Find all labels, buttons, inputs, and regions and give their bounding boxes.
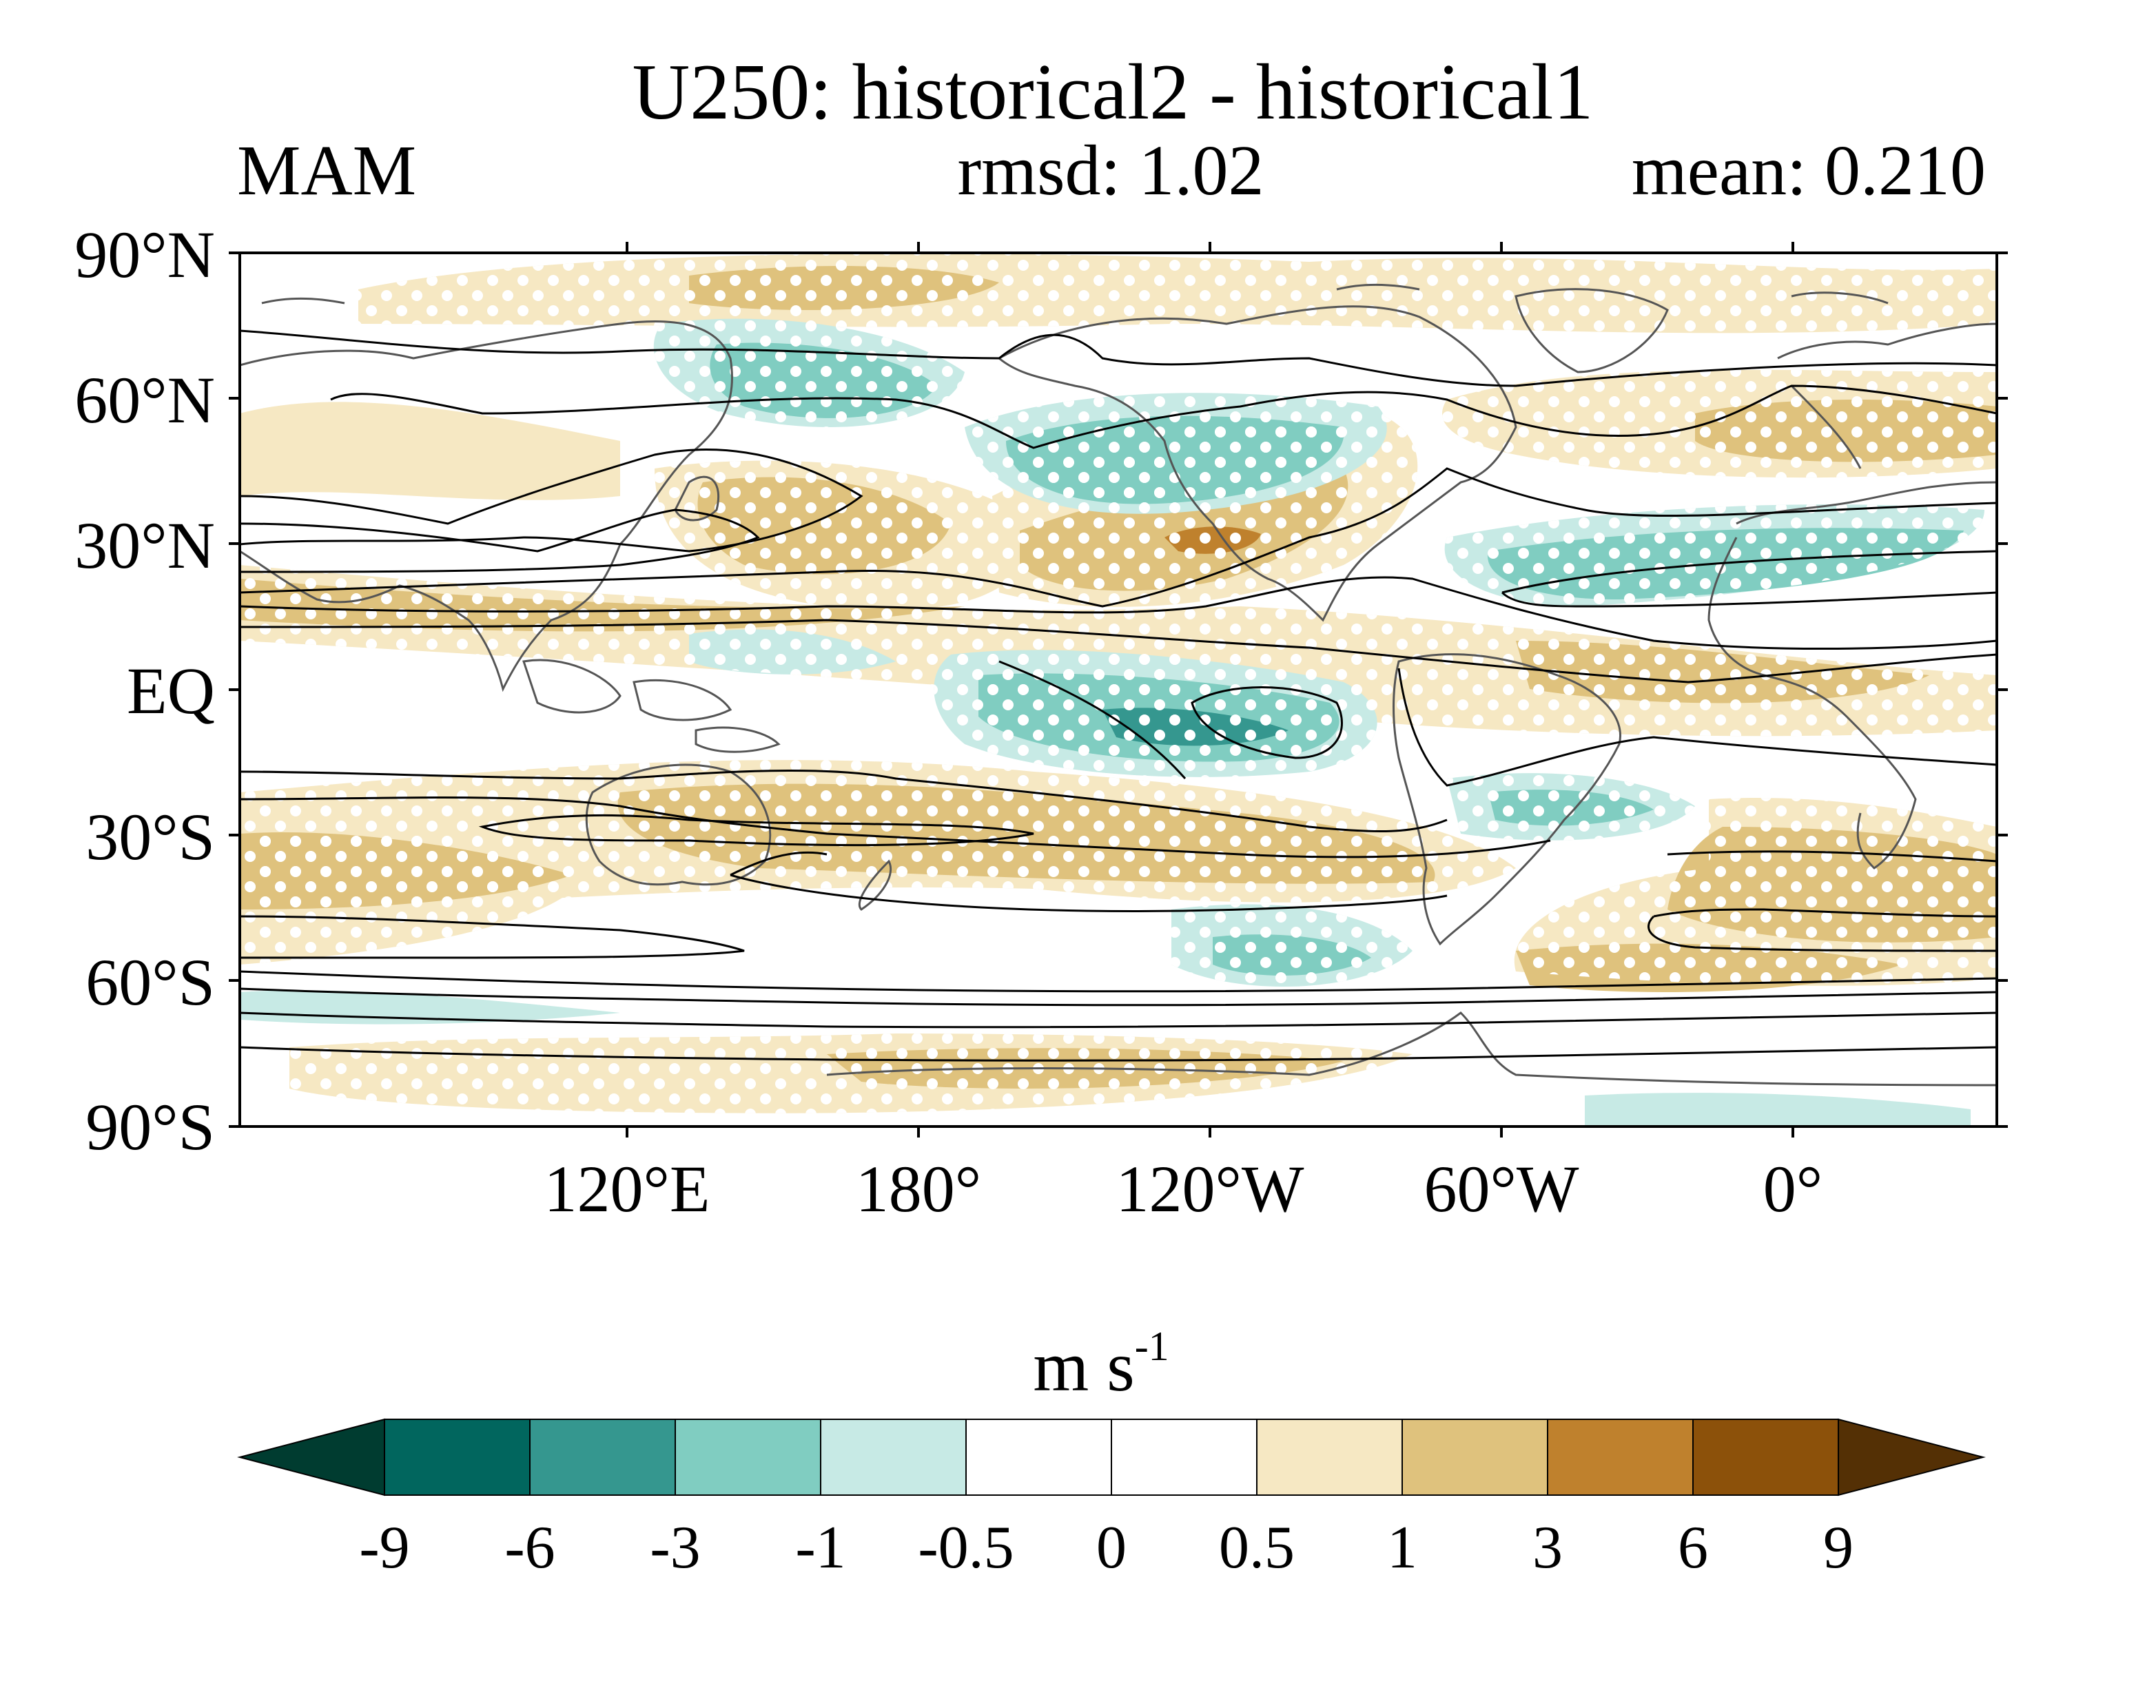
colorbar-level-label: 0	[1096, 1514, 1127, 1581]
map-panel	[240, 253, 1997, 1126]
colorbar-swatch	[820, 1419, 967, 1496]
coast-maritime	[522, 659, 781, 753]
lat-label-60n: 60°N	[74, 363, 215, 437]
colorbar-level-label: -3	[650, 1514, 700, 1581]
contour-nh-7	[240, 576, 1997, 650]
colorbar-extend-low	[237, 1418, 385, 1496]
coastlines	[240, 283, 1997, 1087]
colorbar-labels: -9 -6 -3 -1 -0.5 0 0.5 1 3 6 9	[359, 1514, 1854, 1581]
contour-nh-3	[240, 449, 863, 553]
contour-sh-5	[240, 915, 745, 959]
colorbar-swatch	[384, 1419, 531, 1496]
colorbar-units: m s-1	[1033, 1324, 1169, 1406]
colorbar-swatch	[1256, 1419, 1403, 1496]
contour-sh-3	[478, 814, 1034, 847]
lat-tick-marks	[229, 251, 2008, 1128]
coast-south-america	[1393, 653, 1621, 946]
coast-japan	[674, 475, 720, 522]
lat-label-90n: 90°N	[74, 218, 215, 291]
colorbar-level-label: -0.5	[918, 1514, 1014, 1581]
colorbar-swatch	[675, 1419, 821, 1496]
colorbar-swatch	[1547, 1419, 1694, 1496]
contour-sh-2	[240, 796, 1551, 858]
lon-label-120e: 120°E	[544, 1152, 710, 1226]
mean-label: mean: 0.210	[1632, 131, 1986, 210]
colorbar-level-label: 3	[1532, 1514, 1563, 1581]
coast-greenland	[1515, 288, 1669, 373]
lon-label-0: 0°	[1763, 1152, 1823, 1226]
contour-sh-6	[1647, 850, 1997, 952]
lat-label-30n: 30°N	[74, 508, 215, 582]
contour-nh-4	[240, 508, 760, 573]
colorbar-swatch	[1111, 1419, 1257, 1496]
climatology-contours	[240, 329, 1997, 1062]
colorbar-swatch	[965, 1419, 1112, 1496]
contour-so-1	[240, 970, 1997, 993]
season-label: MAM	[237, 131, 416, 210]
contour-sh-1	[240, 769, 1448, 833]
contour-eq-1	[240, 619, 1997, 683]
colorbar-level-label: -1	[795, 1514, 845, 1581]
colorbar-swatch	[1692, 1419, 1839, 1496]
colorbar-level-label: 9	[1823, 1514, 1854, 1581]
contour-sh-4	[730, 851, 1448, 913]
figure-title: U250: historical2 - historical1	[633, 48, 1594, 136]
colorbar-level-label: 0.5	[1219, 1514, 1295, 1581]
colorbar-swatch	[529, 1419, 676, 1496]
contour-nh-2	[330, 384, 1997, 449]
lon-label-180: 180°	[856, 1152, 981, 1226]
lon-tick-marks	[626, 242, 1794, 1138]
significance-stippling	[240, 254, 1997, 1113]
lon-label-60w: 60°W	[1424, 1152, 1579, 1226]
coast-newzealand	[858, 859, 892, 911]
lon-label-120w: 120°W	[1116, 1152, 1304, 1226]
contour-nh-6	[1501, 550, 1997, 608]
contour-so-2	[240, 987, 1997, 1007]
coast-north-america	[998, 305, 1517, 622]
rmsd-label: rmsd: 1.02	[958, 131, 1264, 210]
lat-label-30s: 30°S	[85, 800, 215, 874]
coast-europe-africa	[1707, 322, 1997, 870]
lon-tick-labels: 120°E 180° 120°W 60°W 0°	[544, 1152, 1823, 1226]
contour-trop-pac	[998, 660, 1343, 779]
contour-so-3	[240, 1011, 1997, 1029]
lat-tick-labels: 90°N 60°N 30°N EQ 30°S 60°S 90°S	[74, 218, 215, 1164]
colorbar-level-label: 6	[1678, 1514, 1708, 1581]
teal-light-antarctic	[1585, 1093, 1971, 1126]
contour-nh-1	[240, 329, 1997, 387]
contour-samerica	[1397, 668, 1997, 787]
colorbar-extend-high	[1838, 1418, 1986, 1496]
contour-so-4	[240, 1046, 1997, 1062]
lat-label-60s: 60°S	[85, 945, 215, 1019]
coast-arctic-islands	[261, 283, 1889, 305]
colorbar-level-label: -9	[359, 1514, 409, 1581]
lat-label-eq: EQ	[127, 654, 215, 728]
contour-nh-5	[240, 467, 1997, 608]
colorbar-level-label: -6	[504, 1514, 555, 1581]
coast-australia	[585, 763, 772, 886]
coast-antarctica	[826, 1011, 1997, 1087]
colorbar-swatch	[1402, 1419, 1548, 1496]
coast-asia	[240, 320, 733, 692]
colorbar-level-label: 1	[1387, 1514, 1417, 1581]
tan-region-nh-mid-west	[240, 402, 620, 500]
lat-label-90s: 90°S	[85, 1090, 215, 1164]
colorbar	[237, 1418, 1986, 1496]
